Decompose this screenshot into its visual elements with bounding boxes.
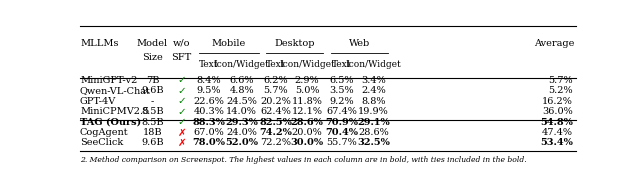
Text: 5.2%: 5.2%	[548, 86, 573, 95]
Text: 14.0%: 14.0%	[227, 107, 257, 116]
Text: 28.6%: 28.6%	[358, 128, 389, 137]
Text: 62.4%: 62.4%	[260, 107, 291, 116]
Text: 24.0%: 24.0%	[227, 128, 257, 137]
Text: Web: Web	[349, 39, 370, 48]
Text: Qwen-VL-Chat: Qwen-VL-Chat	[80, 86, 151, 95]
Text: 74.2%: 74.2%	[259, 128, 292, 137]
Text: Desktop: Desktop	[275, 39, 315, 48]
Text: SFT: SFT	[172, 53, 192, 62]
Text: 72.2%: 72.2%	[260, 139, 291, 147]
Text: ✓: ✓	[177, 86, 186, 96]
Text: 11.8%: 11.8%	[292, 97, 323, 106]
Text: CogAgent: CogAgent	[80, 128, 129, 137]
Text: 67.4%: 67.4%	[326, 107, 357, 116]
Text: ✗: ✗	[177, 138, 186, 148]
Text: 78.0%: 78.0%	[193, 139, 225, 147]
Text: 53.4%: 53.4%	[540, 139, 573, 147]
Text: 7B: 7B	[146, 76, 159, 85]
Text: MLLMs: MLLMs	[80, 39, 118, 48]
Text: ✓: ✓	[177, 96, 186, 106]
Text: ✓: ✓	[177, 76, 186, 86]
Text: Size: Size	[142, 53, 163, 62]
Text: 6.5%: 6.5%	[329, 76, 354, 85]
Text: 9.5%: 9.5%	[196, 86, 221, 95]
Text: 67.0%: 67.0%	[193, 128, 225, 137]
Text: Text: Text	[266, 60, 285, 69]
Text: SeeClick: SeeClick	[80, 139, 124, 147]
Text: 2.9%: 2.9%	[295, 76, 319, 85]
Text: GPT-4V: GPT-4V	[80, 97, 116, 106]
Text: 16.2%: 16.2%	[542, 97, 573, 106]
Text: 3.4%: 3.4%	[361, 76, 386, 85]
Text: 70.4%: 70.4%	[325, 128, 358, 137]
Text: ✗: ✗	[177, 128, 186, 138]
Text: 5.7%: 5.7%	[264, 86, 288, 95]
Text: 24.5%: 24.5%	[227, 97, 257, 106]
Text: Mobile: Mobile	[212, 39, 246, 48]
Text: 40.3%: 40.3%	[193, 107, 225, 116]
Text: 20.0%: 20.0%	[292, 128, 323, 137]
Text: Icon/Widget: Icon/Widget	[279, 60, 335, 69]
Text: 88.3%: 88.3%	[193, 118, 225, 127]
Text: Average: Average	[534, 39, 574, 48]
Text: 8.8%: 8.8%	[362, 97, 386, 106]
Text: 29.1%: 29.1%	[357, 118, 390, 127]
Text: -: -	[151, 97, 154, 106]
Text: w/o: w/o	[173, 39, 191, 48]
Text: 52.0%: 52.0%	[225, 139, 258, 147]
Text: 12.1%: 12.1%	[292, 107, 323, 116]
Text: 55.7%: 55.7%	[326, 139, 356, 147]
Text: MiniGPT-v2: MiniGPT-v2	[80, 76, 138, 85]
Text: 82.5%: 82.5%	[259, 118, 292, 127]
Text: Text: Text	[199, 60, 219, 69]
Text: 2.4%: 2.4%	[361, 86, 386, 95]
Text: ✓: ✓	[177, 107, 186, 117]
Text: 29.3%: 29.3%	[225, 118, 258, 127]
Text: 3.5%: 3.5%	[329, 86, 354, 95]
Text: ✓: ✓	[177, 117, 186, 127]
Text: 18B: 18B	[143, 128, 162, 137]
Text: 9.6B: 9.6B	[141, 86, 164, 95]
Text: 22.6%: 22.6%	[193, 97, 225, 106]
Text: 2. Method comparison on Screenspot. The highest values in each column are in bol: 2. Method comparison on Screenspot. The …	[80, 156, 527, 164]
Text: 4.8%: 4.8%	[229, 86, 254, 95]
Text: 70.9%: 70.9%	[325, 118, 358, 127]
Text: 5.7%: 5.7%	[548, 76, 573, 85]
Text: 9.6B: 9.6B	[141, 139, 164, 147]
Text: 54.8%: 54.8%	[540, 118, 573, 127]
Text: 8.5B: 8.5B	[141, 107, 164, 116]
Text: Model: Model	[137, 39, 168, 48]
Text: Text: Text	[332, 60, 351, 69]
Text: 6.6%: 6.6%	[230, 76, 254, 85]
Text: Icon/Widget: Icon/Widget	[214, 60, 269, 69]
Text: 19.9%: 19.9%	[358, 107, 389, 116]
Text: 6.2%: 6.2%	[264, 76, 288, 85]
Text: 32.5%: 32.5%	[357, 139, 390, 147]
Text: Icon/Widget: Icon/Widget	[346, 60, 401, 69]
Text: 5.0%: 5.0%	[295, 86, 319, 95]
Text: 36.0%: 36.0%	[542, 107, 573, 116]
Text: 8.4%: 8.4%	[196, 76, 221, 85]
Text: 8.5B: 8.5B	[141, 118, 164, 127]
Text: 30.0%: 30.0%	[291, 139, 324, 147]
Text: MiniCPMV2.5: MiniCPMV2.5	[80, 107, 149, 116]
Text: 9.2%: 9.2%	[329, 97, 354, 106]
Text: 28.6%: 28.6%	[291, 118, 324, 127]
Text: 47.4%: 47.4%	[542, 128, 573, 137]
Text: 20.2%: 20.2%	[260, 97, 291, 106]
Text: TAG (Ours): TAG (Ours)	[80, 118, 141, 127]
